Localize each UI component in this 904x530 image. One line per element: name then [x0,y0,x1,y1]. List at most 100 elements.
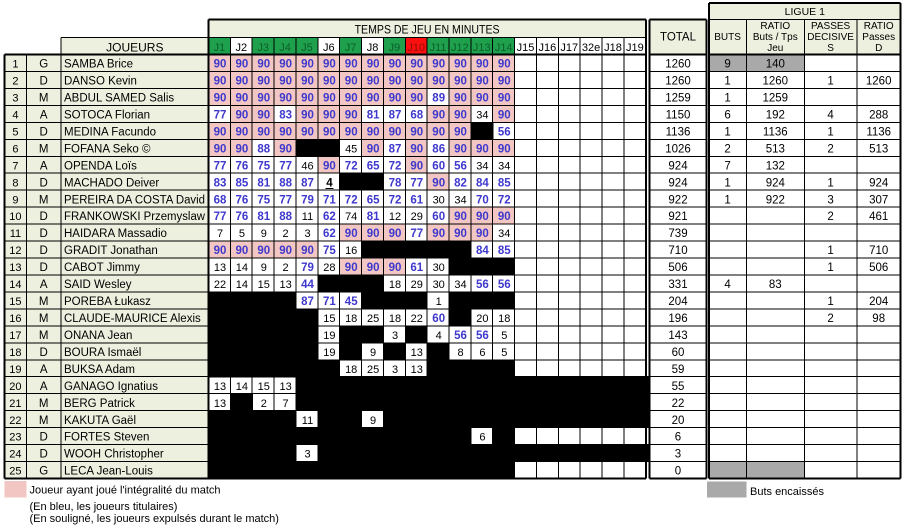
svg-text:90: 90 [476,59,489,71]
svg-text:CABOT Jimmy: CABOT Jimmy [64,262,140,274]
svg-text:14: 14 [236,279,248,291]
svg-text:513: 513 [869,143,888,155]
svg-text:83: 83 [214,177,227,189]
svg-text:506: 506 [668,262,687,274]
svg-text:21: 21 [9,398,21,410]
svg-text:M: M [39,296,49,308]
svg-text:77: 77 [410,177,423,189]
svg-text:3: 3 [392,330,398,342]
svg-text:90: 90 [279,126,292,138]
svg-text:90: 90 [345,228,358,240]
svg-text:3: 3 [392,364,398,376]
svg-text:D: D [40,245,48,257]
svg-text:D: D [40,449,48,461]
svg-text:90: 90 [323,160,336,172]
svg-text:34: 34 [498,160,510,172]
svg-text:90: 90 [236,143,249,155]
svg-text:922: 922 [668,194,687,206]
svg-text:56: 56 [498,126,511,138]
svg-text:HAIDARA Massadio: HAIDARA Massadio [64,228,167,240]
svg-text:J15: J15 [517,42,535,54]
svg-text:1: 1 [827,126,833,138]
svg-text:2: 2 [724,143,730,155]
svg-text:13: 13 [279,381,291,393]
svg-text:RATIO: RATIO [760,21,790,32]
svg-text:90: 90 [257,110,270,122]
svg-text:71: 71 [323,194,336,206]
svg-text:M: M [39,415,49,427]
svg-text:30: 30 [433,262,445,274]
svg-text:90: 90 [323,110,336,122]
svg-text:J14: J14 [495,42,513,54]
svg-text:76: 76 [236,211,249,223]
svg-text:28: 28 [323,262,335,274]
svg-text:7: 7 [283,398,289,410]
svg-text:30: 30 [433,279,445,291]
svg-text:90: 90 [498,76,511,88]
svg-text:90: 90 [367,59,380,71]
svg-text:90: 90 [214,143,227,155]
svg-text:D: D [40,228,48,240]
svg-text:POREBA Łukasz: POREBA Łukasz [64,296,151,308]
svg-text:90: 90 [367,126,380,138]
svg-text:8: 8 [457,347,463,359]
svg-text:7: 7 [217,228,223,240]
svg-text:45: 45 [345,296,358,308]
svg-text:MACHADO Deiver: MACHADO Deiver [64,177,159,189]
svg-text:13: 13 [214,262,226,274]
svg-text:M: M [39,313,49,325]
svg-text:7: 7 [724,160,730,172]
svg-text:FRANKOWSKI Przemyslaw: FRANKOWSKI Przemyslaw [64,211,206,223]
svg-text:0: 0 [675,466,681,478]
svg-text:J7: J7 [345,42,357,54]
svg-text:18: 18 [345,313,357,325]
svg-text:56: 56 [476,279,489,291]
svg-text:75: 75 [257,160,270,172]
svg-text:77: 77 [214,211,227,223]
svg-text:72: 72 [389,160,402,172]
svg-text:1: 1 [724,177,730,189]
svg-text:D: D [40,177,48,189]
svg-text:90: 90 [214,245,227,257]
svg-text:11: 11 [302,211,313,223]
svg-text:A: A [40,364,48,376]
svg-text:1: 1 [724,93,730,105]
svg-text:288: 288 [869,110,888,122]
svg-text:90: 90 [432,110,445,122]
svg-text:29: 29 [411,211,423,223]
svg-text:1136: 1136 [666,126,691,138]
svg-text:59: 59 [672,364,685,376]
svg-text:19: 19 [323,330,335,342]
svg-text:6: 6 [479,432,485,444]
svg-text:J18: J18 [604,42,622,54]
svg-text:77: 77 [279,160,292,172]
svg-text:81: 81 [367,211,380,223]
svg-text:DECISIVE: DECISIVE [807,32,854,43]
svg-text:90: 90 [410,126,423,138]
svg-text:924: 924 [668,160,688,172]
svg-text:90: 90 [279,245,292,257]
svg-text:9: 9 [261,262,267,274]
svg-text:A: A [40,160,48,172]
svg-text:90: 90 [389,262,402,274]
svg-text:OPENDA Loïs: OPENDA Loïs [64,160,137,172]
svg-text:87: 87 [301,296,314,308]
svg-text:16: 16 [9,313,21,325]
svg-text:132: 132 [766,160,785,172]
svg-text:88: 88 [257,143,270,155]
svg-text:90: 90 [301,93,314,105]
svg-text:4: 4 [12,110,18,122]
svg-text:1260: 1260 [866,76,892,88]
svg-text:Passes: Passes [862,32,895,43]
svg-text:8: 8 [12,177,18,189]
svg-text:LIGUE 1: LIGUE 1 [785,6,825,18]
svg-text:90: 90 [410,143,423,155]
svg-text:13: 13 [9,262,21,274]
svg-text:90: 90 [345,59,358,71]
svg-text:90: 90 [454,110,467,122]
svg-text:1259: 1259 [763,93,789,105]
svg-text:90: 90 [236,126,249,138]
svg-text:23: 23 [9,432,21,444]
svg-text:90: 90 [257,126,270,138]
svg-text:J1: J1 [214,42,226,54]
